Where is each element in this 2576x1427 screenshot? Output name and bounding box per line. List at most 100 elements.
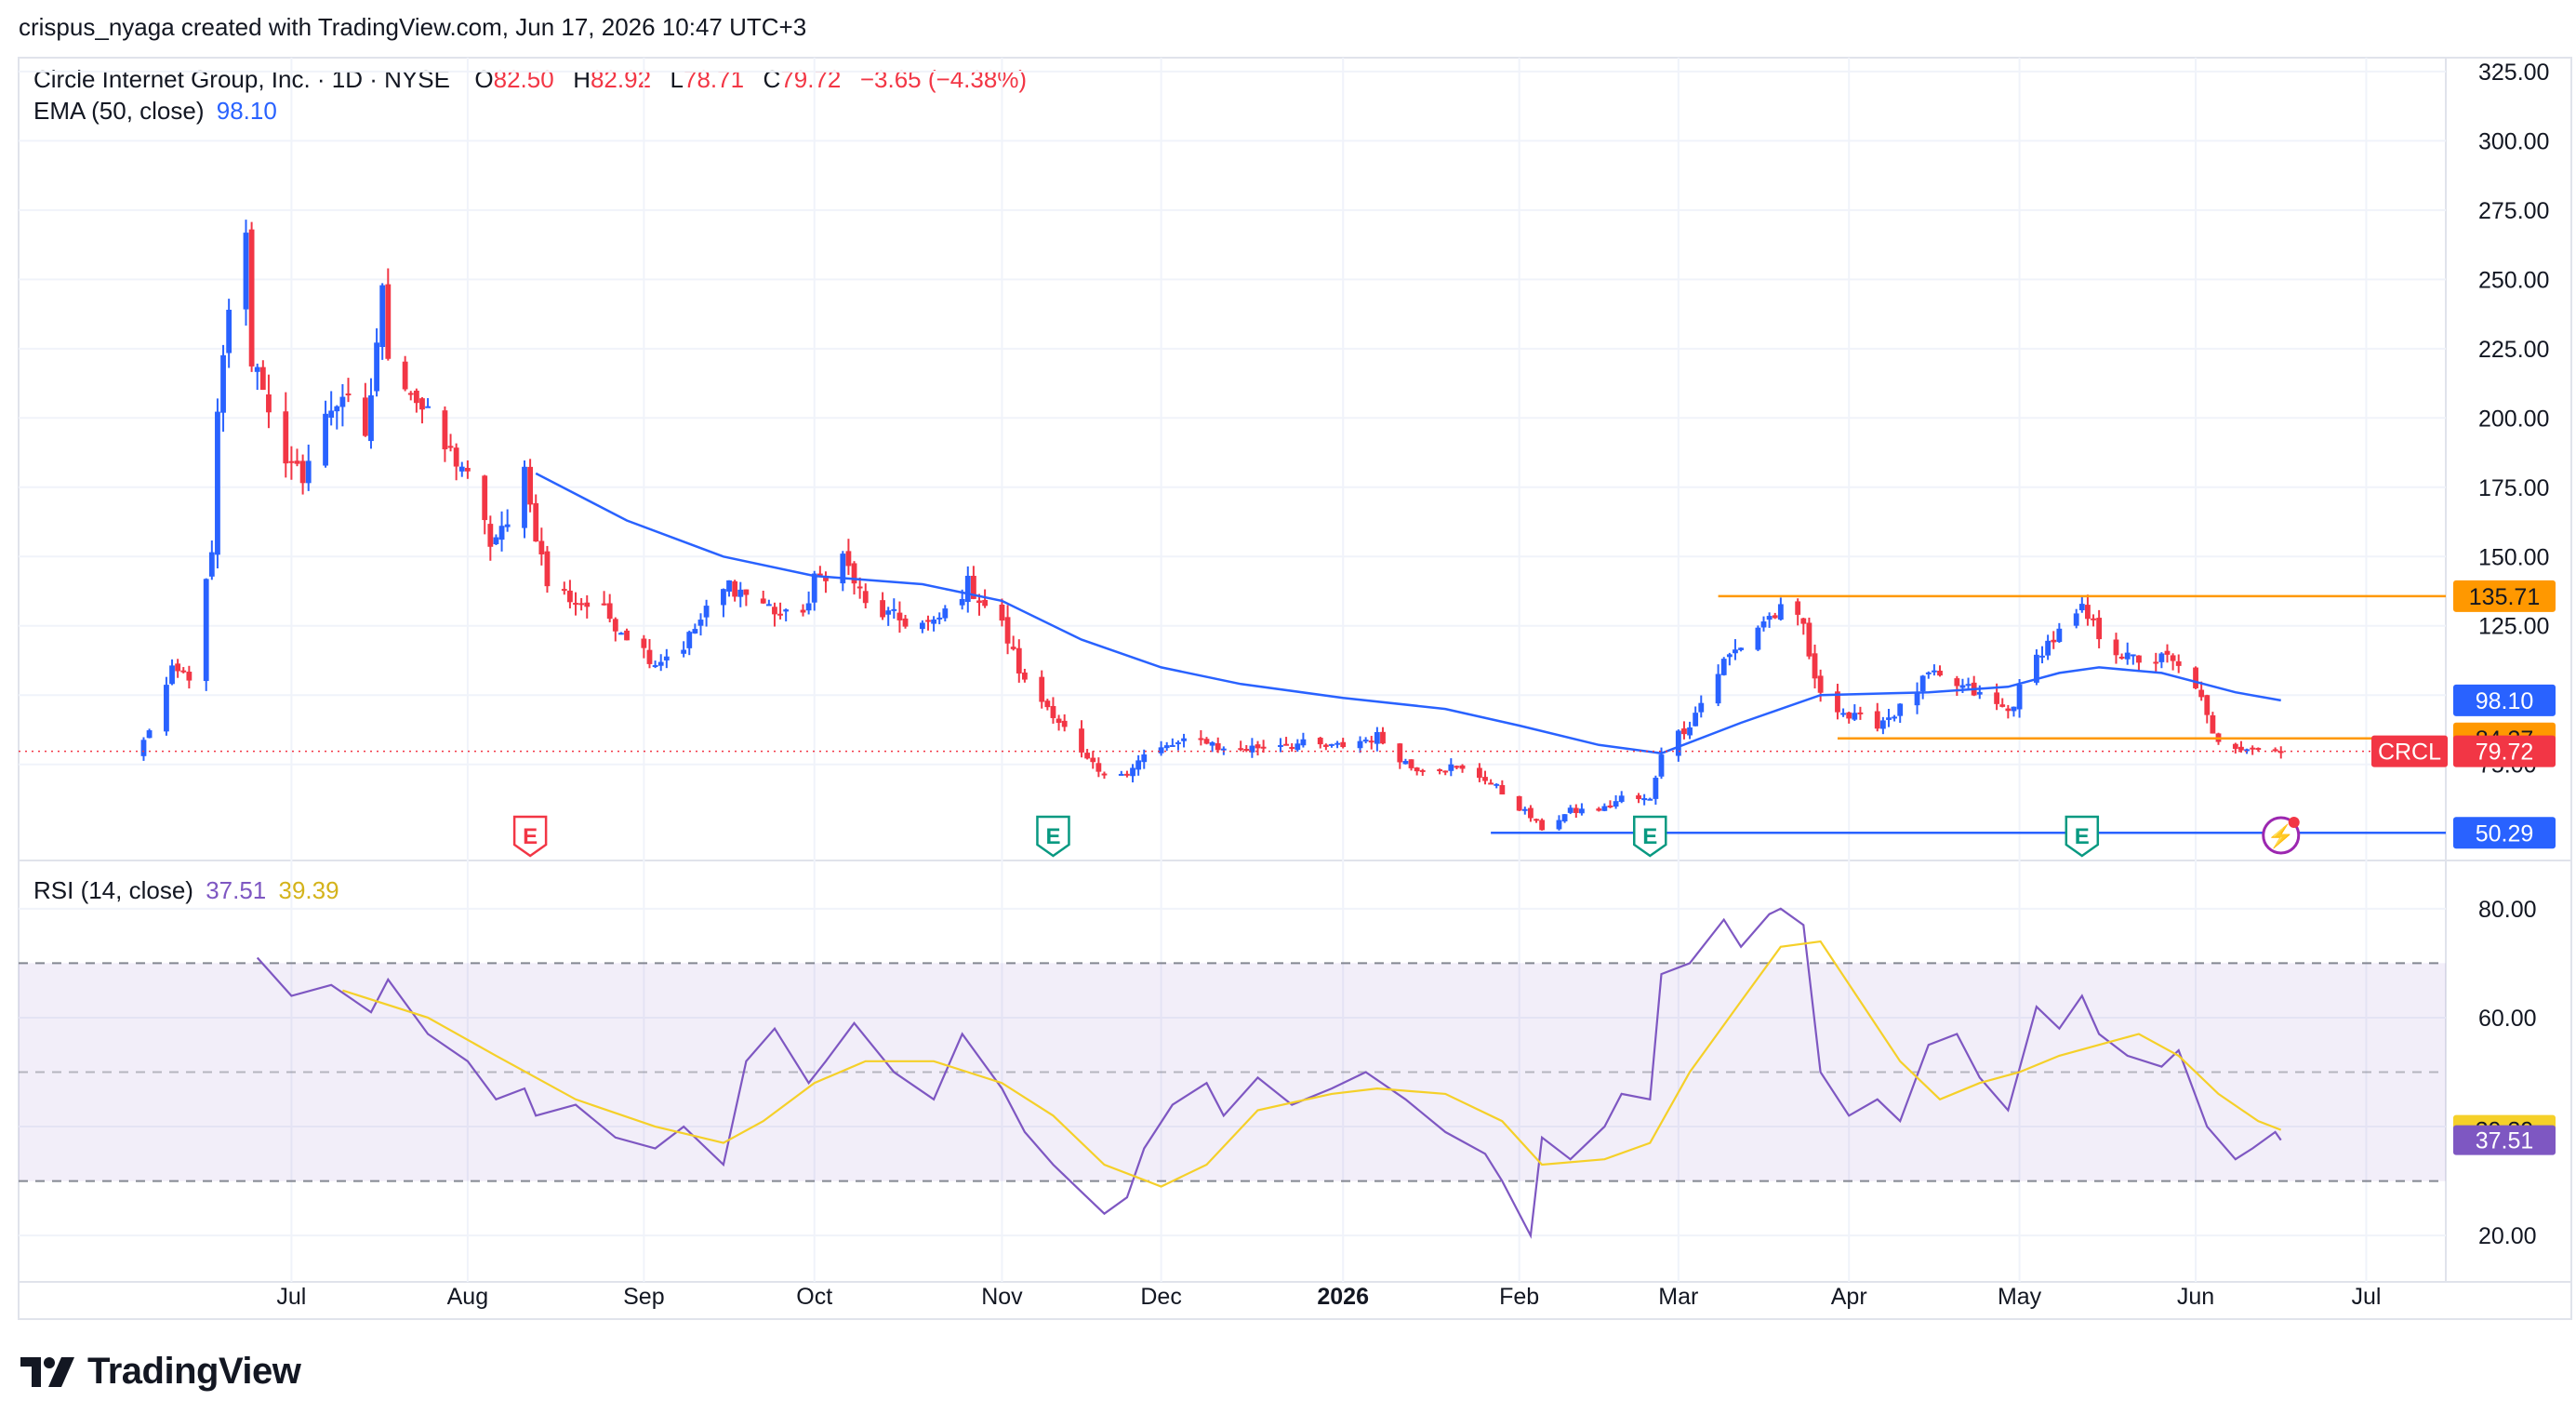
candle-body bbox=[1169, 744, 1175, 747]
candle-body bbox=[1158, 747, 1164, 754]
candle-body bbox=[2232, 743, 2238, 750]
candle-body bbox=[334, 406, 340, 412]
candle-body bbox=[2056, 628, 2063, 643]
candle-body bbox=[657, 661, 664, 666]
candle bbox=[760, 591, 766, 605]
candle bbox=[2175, 654, 2182, 673]
candle-body bbox=[1999, 704, 2006, 707]
candle-body bbox=[1800, 618, 1807, 624]
candle bbox=[374, 327, 379, 397]
candle-body bbox=[402, 361, 408, 390]
symbol-tag-box bbox=[2371, 735, 2448, 767]
candle bbox=[1755, 625, 1761, 651]
candle bbox=[1521, 807, 1528, 815]
candle-body bbox=[1095, 763, 1102, 772]
candle bbox=[175, 659, 181, 678]
candle-body bbox=[1857, 712, 1864, 714]
candle-body bbox=[2130, 654, 2136, 657]
candle-body bbox=[1766, 616, 1773, 620]
candle bbox=[999, 598, 1005, 627]
candle bbox=[504, 509, 511, 532]
candle bbox=[1925, 671, 1932, 679]
candle bbox=[783, 608, 790, 621]
candle bbox=[1010, 635, 1016, 651]
candle bbox=[482, 474, 488, 535]
candle-body bbox=[880, 600, 885, 618]
candle-body bbox=[663, 656, 670, 660]
candle bbox=[1693, 706, 1699, 727]
candle-body bbox=[1334, 742, 1340, 745]
candle-body bbox=[1777, 604, 1784, 620]
candle bbox=[283, 392, 289, 478]
candle-body bbox=[970, 575, 976, 599]
candle bbox=[1050, 697, 1056, 724]
candle-body bbox=[1897, 703, 1904, 716]
candle-body bbox=[1879, 720, 1886, 729]
candle-body bbox=[1079, 728, 1084, 753]
candle-body bbox=[1135, 760, 1142, 770]
chart-frame bbox=[18, 57, 2572, 1320]
earnings-event-icon[interactable] bbox=[1036, 815, 1070, 858]
candle bbox=[2005, 704, 2012, 719]
candle bbox=[1806, 617, 1812, 660]
symbol-title: Circle Internet Group, Inc. · 1D · NYSE bbox=[33, 65, 450, 93]
candle bbox=[1857, 706, 1864, 720]
candle bbox=[578, 597, 585, 611]
candle bbox=[407, 391, 414, 401]
candle bbox=[1198, 729, 1204, 746]
candle bbox=[1322, 743, 1329, 751]
time-axis-tick: Aug bbox=[447, 1284, 488, 1310]
candle bbox=[1914, 682, 1920, 714]
candle bbox=[721, 588, 726, 618]
candle-body bbox=[345, 393, 352, 396]
candle-body bbox=[1289, 747, 1295, 750]
price-axis-tick: 325.00 bbox=[2478, 60, 2549, 86]
candle bbox=[522, 460, 527, 539]
candle-body bbox=[936, 617, 943, 620]
candle bbox=[1561, 814, 1568, 823]
tradingview-logo[interactable]: TradingView bbox=[19, 1351, 301, 1393]
candle bbox=[1039, 670, 1045, 709]
candle-body bbox=[1459, 765, 1466, 769]
candle bbox=[1698, 695, 1705, 718]
candle bbox=[1414, 767, 1420, 776]
candle-body bbox=[1534, 819, 1539, 821]
candle-body bbox=[1163, 745, 1170, 749]
earnings-event-icon[interactable] bbox=[2065, 815, 2100, 858]
candle bbox=[885, 607, 892, 626]
time-axis-tick: 2026 bbox=[1317, 1284, 1369, 1310]
candle bbox=[533, 494, 539, 542]
flash-event-icon[interactable] bbox=[2262, 816, 2301, 855]
ema-legend: EMA (50, close) 98.10 bbox=[33, 97, 277, 126]
candle-body bbox=[612, 619, 618, 632]
tradingview-logo-text: TradingView bbox=[87, 1351, 301, 1392]
candle bbox=[1130, 764, 1135, 783]
candle-body bbox=[1010, 647, 1016, 649]
rsi-current-value: 37.51 bbox=[206, 876, 267, 904]
candle bbox=[334, 405, 340, 430]
candle bbox=[1846, 712, 1852, 724]
candle-body bbox=[1760, 621, 1767, 628]
candle bbox=[584, 594, 591, 619]
candle-body bbox=[368, 394, 374, 442]
candle bbox=[765, 599, 772, 607]
candle-body bbox=[2034, 654, 2039, 683]
candle-body bbox=[931, 619, 937, 624]
candle bbox=[657, 654, 664, 672]
candle-body bbox=[2011, 706, 2017, 712]
candle bbox=[305, 444, 312, 491]
candle bbox=[982, 589, 989, 608]
candle bbox=[2073, 608, 2079, 629]
candle bbox=[1124, 770, 1130, 778]
candle bbox=[1971, 675, 1977, 697]
candle bbox=[1539, 818, 1546, 831]
earnings-event-icon[interactable] bbox=[1633, 815, 1667, 858]
candle bbox=[1238, 740, 1244, 752]
candle-body bbox=[732, 580, 738, 597]
candle-body bbox=[522, 466, 527, 528]
earnings-event-icon[interactable] bbox=[512, 815, 548, 858]
candle bbox=[2204, 694, 2211, 724]
candle-body bbox=[2045, 640, 2052, 656]
chart-attribution: crispus_nyaga created with TradingView.c… bbox=[19, 13, 807, 41]
